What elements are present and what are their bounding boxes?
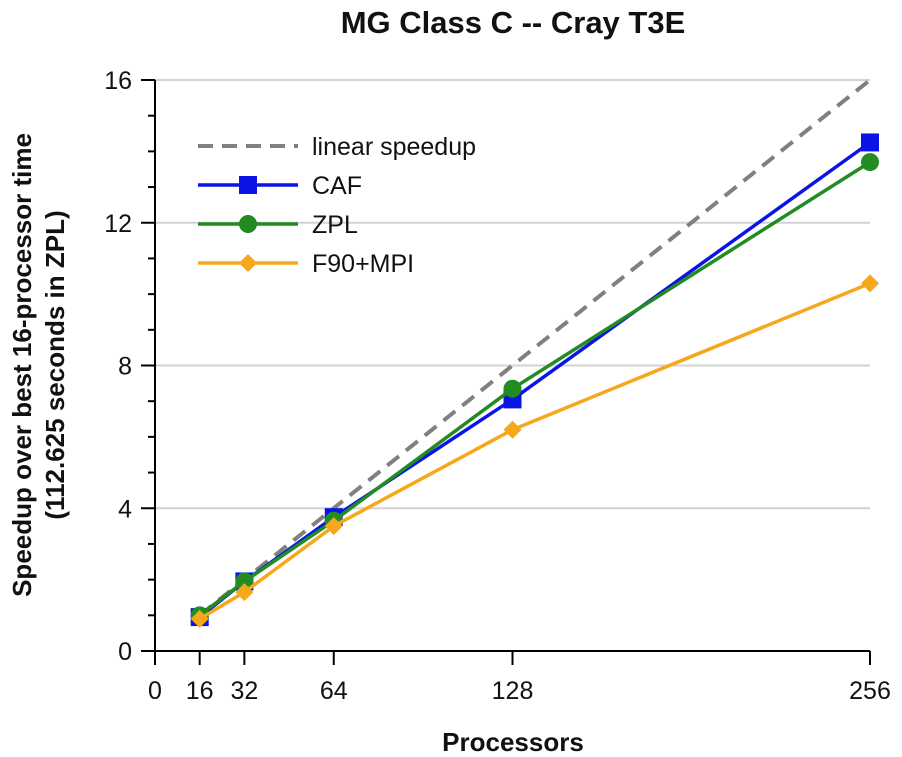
y-axis-title-line2: (112.625 seconds in ZPL) (40, 210, 70, 519)
legend-marker-zpl (239, 215, 257, 233)
legend-marker-caf (239, 176, 257, 194)
legend-label-f90-mpi: F90+MPI (312, 250, 414, 278)
data-point-f90-mpi-64 (324, 517, 343, 536)
axes: 0 4 8 12 16 0 16 32 64 128 256 (104, 67, 891, 705)
series-f90-mpi (190, 274, 879, 628)
grid (155, 79, 870, 510)
y-tick-label-16: 16 (104, 67, 132, 95)
x-tick-label-256: 256 (849, 677, 891, 705)
series-line-caf (198, 141, 872, 619)
x-tick-label-16: 16 (186, 677, 214, 705)
data-point-caf-256 (861, 133, 879, 152)
legend-label-caf: CAF (312, 172, 362, 200)
data-point-f90-mpi-256 (861, 274, 879, 293)
data-point-zpl-256 (861, 153, 879, 172)
y-tick-label-8: 8 (118, 353, 132, 381)
y-axis-title: Speedup over best 16-processor time (112… (7, 133, 70, 597)
legend-item-zpl: ZPL (198, 211, 358, 239)
data-point-zpl-32 (235, 572, 254, 591)
legend-item-caf: CAF (198, 172, 362, 200)
series-line-zpl (198, 160, 871, 617)
y-tick-label-4: 4 (118, 495, 132, 523)
x-axis-title: Processors (442, 727, 584, 757)
series-line-f90-mpi (198, 281, 871, 621)
legend-marker-f90-mpi (239, 254, 257, 272)
y-axis-title-line1: Speedup over best 16-processor time (7, 133, 37, 597)
legend: linear speedup CAF ZPL F90+MPI (198, 133, 476, 278)
y-tick-label-12: 12 (104, 210, 132, 238)
legend-label-linear-speedup: linear speedup (312, 133, 476, 161)
legend-item-linear-speedup: linear speedup (198, 133, 476, 161)
data-point-f90-mpi-128 (503, 420, 522, 439)
legend-label-zpl: ZPL (312, 211, 358, 239)
y-tick-label-0: 0 (118, 638, 132, 666)
data-point-zpl-128 (503, 379, 522, 398)
series-layer (190, 78, 879, 628)
x-tick-label-32: 32 (230, 677, 258, 705)
legend-item-f90-mpi: F90+MPI (198, 250, 414, 278)
series-linear-speedup (198, 78, 872, 617)
chart-title: MG Class C -- Cray T3E (341, 5, 686, 40)
data-point-f90-mpi-32 (235, 583, 254, 602)
series-caf (190, 133, 879, 627)
series-line-linear-speedup (198, 78, 872, 617)
x-tick-label-128: 128 (492, 677, 534, 705)
data-point-f90-mpi-16 (190, 609, 209, 628)
x-tick-label-64: 64 (320, 677, 348, 705)
x-tick-label-0: 0 (148, 677, 162, 705)
